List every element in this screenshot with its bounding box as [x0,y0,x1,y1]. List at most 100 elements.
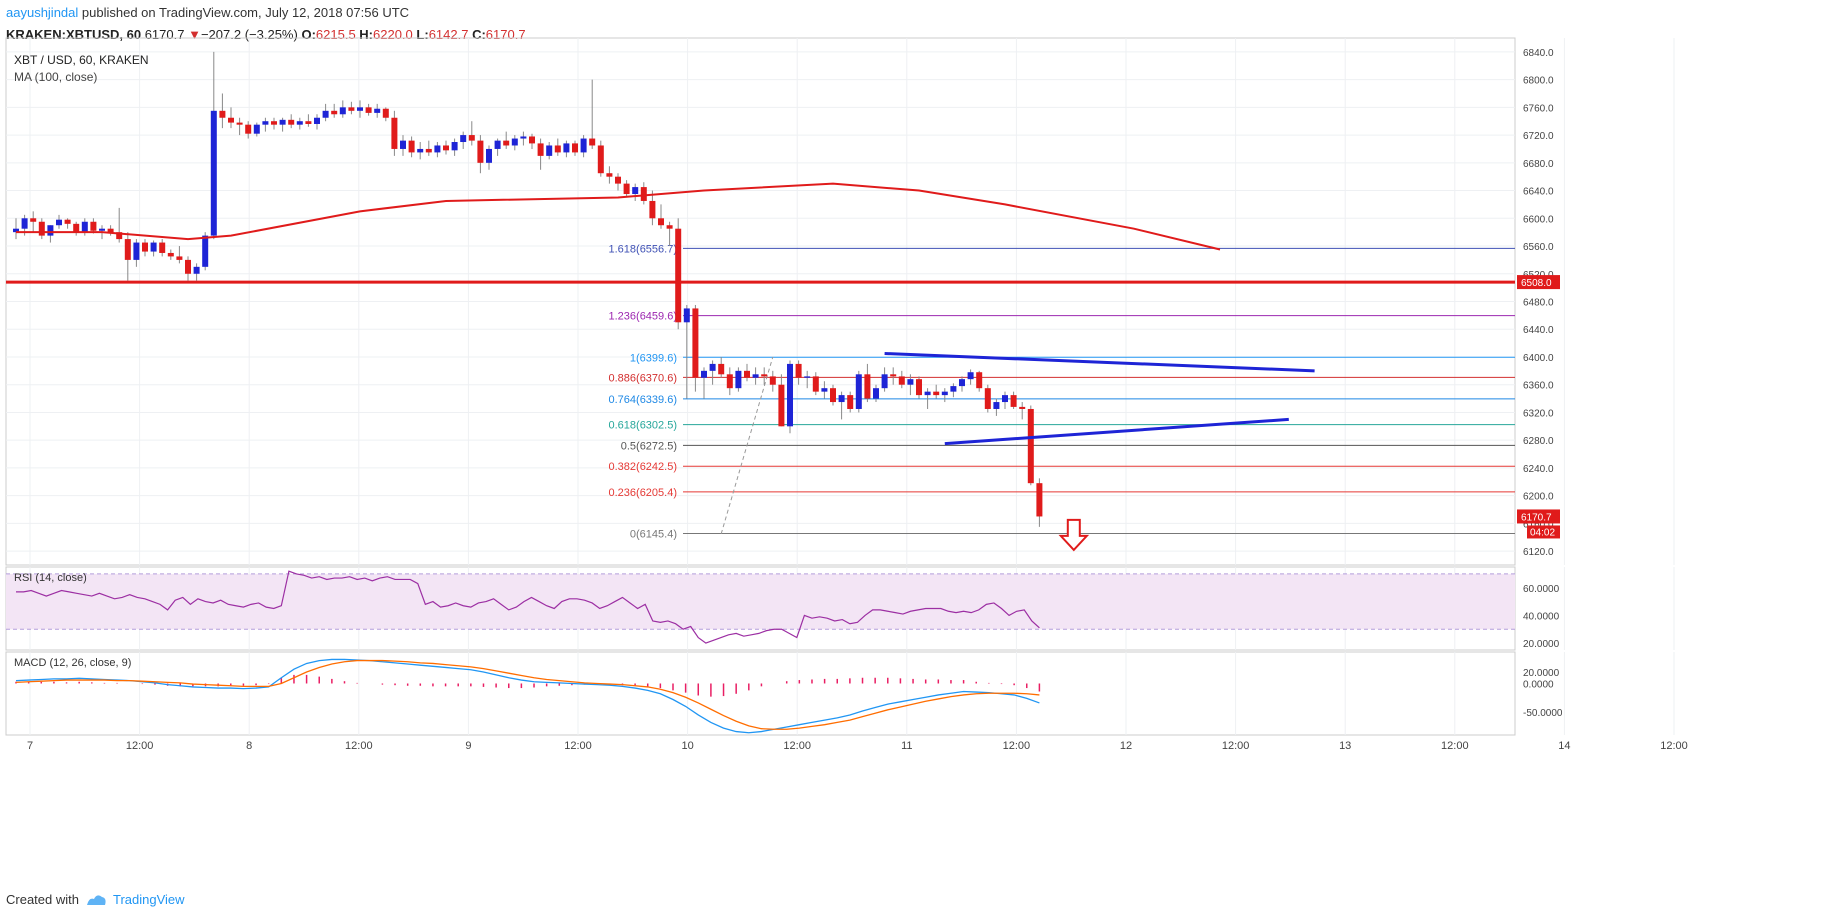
candle-body [322,110,329,118]
rsi-band [6,573,1515,630]
candle-body [804,376,811,378]
macd-line [15,658,1040,734]
candle-body [486,148,492,163]
macd-signal-line [15,659,1040,730]
candle-body [133,242,140,260]
y-tick-label: 6480.0 [1523,298,1554,309]
candle-body [365,107,372,113]
candle-body [855,374,862,409]
candle-body [296,121,303,125]
fib-level-label: 0.886(6370.6) [609,372,678,384]
candle-body [589,138,596,146]
candle-body [21,218,28,229]
author-link[interactable]: aayushjindal [6,5,79,20]
candle-body [1027,408,1034,484]
candle-body [382,108,389,118]
last-price-tag [1517,509,1560,524]
candle-body [494,140,501,149]
candle-body [314,117,320,124]
candle-body [649,200,656,219]
candle-body [640,187,647,201]
candle-body [1002,395,1008,403]
candle-body [572,143,578,153]
candle-body [159,242,166,253]
moving-average-line [16,182,1221,251]
y-tick-label: 6720.0 [1523,131,1554,142]
candle-body [434,145,441,153]
candle-body [769,376,776,385]
candle-body [597,145,604,174]
candle-body [90,221,97,231]
candle-body [176,256,183,260]
candle-body [795,363,802,378]
candle-body [580,138,587,153]
y-tick-label: 6440.0 [1523,325,1554,336]
published-text: published on TradingView.com, July 12, 2… [81,5,410,20]
candlestick-series [13,51,1043,527]
candle-body [744,370,750,378]
axes: 6840.0 6800.0 6760.0 6720.0 6680.0 6640.0 6600… [27,48,1688,752]
support-price-tag [1517,275,1560,290]
y-tick-label: 6760.0 [1523,103,1554,114]
candle-body [271,121,277,125]
candle-body [984,388,991,409]
down-arrow-icon [1058,518,1090,552]
candle-body [752,374,759,378]
candle-body [468,135,475,141]
candle-body [993,402,1000,409]
tradingview-logo-icon [86,894,106,905]
candle-body [374,108,381,113]
candle-body [1010,395,1017,407]
chart-grid [5,37,1675,736]
created-with-text: Created with [6,892,79,907]
candle-body [262,121,269,125]
candle-body [623,183,630,195]
candle-body [219,110,226,118]
candle-body [150,242,157,252]
candle-body [916,379,922,396]
candle-body [615,176,621,184]
candle-body [976,372,983,389]
rsi-tick-label: 40.0000 [1523,611,1560,622]
candle-body [116,232,123,240]
candle-body [864,374,871,399]
candle-body [236,122,243,125]
candle-body [30,218,37,222]
candle-body [683,308,690,323]
candle-body [830,388,836,403]
x-tick-label: 12:00 [783,740,811,752]
fib-level-label: 0.5(6272.5) [621,440,677,452]
candle-body [425,148,432,153]
price-chart[interactable]: 1.618(6556.7) 1.236(6459.6) 1(6399.6) 0.886… [0,30,1828,890]
candle-body [959,379,965,387]
candle-body [167,252,174,257]
x-tick-label: 12 [1120,740,1132,752]
candle-body [1036,483,1043,517]
y-tick-label: 6200.0 [1523,492,1554,503]
candle-body [924,391,931,396]
triangle-upper-trendline [884,352,1315,373]
y-tick-label: 6120.0 [1523,547,1554,558]
y-tick-label: 6160.0 [1523,519,1554,530]
x-tick-label: 12:00 [1222,740,1250,752]
x-tick-label: 12:00 [564,740,592,752]
x-tick-label: 14 [1558,740,1570,752]
candle-body [554,145,561,153]
candle-body [210,110,217,236]
rsi-line [16,570,1040,644]
y-tick-label: 6680.0 [1523,159,1554,170]
tradingview-link[interactable]: TradingView [112,892,185,907]
ma-indicator-label: MA (100, close) [14,70,97,84]
candle-body [709,363,716,371]
x-tick-label: 7 [27,740,33,752]
rsi-pane: RSI (14, close) [6,570,1515,644]
candle-body [47,225,54,236]
candle-body [99,228,105,231]
macd-tick-label: -50.0000 [1523,708,1563,719]
candle-body [907,379,914,385]
candle-body [331,110,338,115]
y-tick-label: 6280.0 [1523,436,1554,447]
candle-body [202,235,209,267]
fib-level-label: 1.236(6459.6) [609,311,678,323]
candle-body [735,370,742,389]
